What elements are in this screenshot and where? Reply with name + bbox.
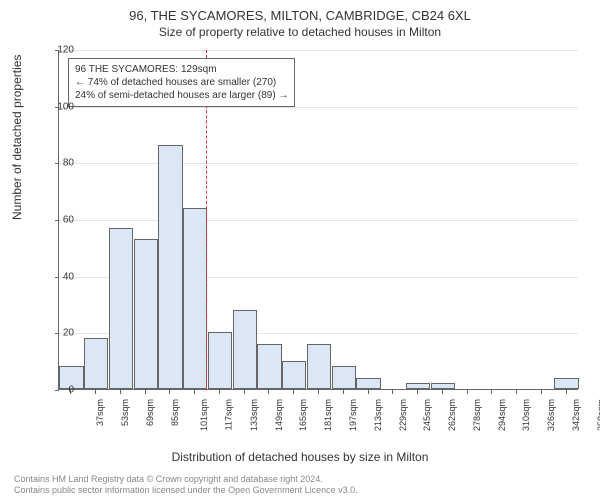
xtick-mark (194, 390, 195, 394)
xtick-mark (417, 390, 418, 394)
annotation-line1: 96 THE SYCAMORES: 129sqm (75, 63, 288, 76)
xtick-label: 294sqm (497, 399, 507, 431)
xtick-mark (491, 390, 492, 394)
xtick-label: 310sqm (521, 399, 531, 431)
xtick-label: 358sqm (596, 399, 600, 431)
annotation-line2: ← 74% of detached houses are smaller (27… (75, 76, 288, 89)
footer-line2: Contains public sector information licen… (14, 485, 358, 496)
histogram-bar (233, 310, 257, 389)
xtick-mark (169, 390, 170, 394)
gridline (59, 163, 578, 164)
histogram-bar (307, 344, 331, 389)
ytick-label: 20 (44, 328, 74, 339)
xtick-label: 133sqm (249, 399, 259, 431)
xtick-mark (392, 390, 393, 394)
xtick-label: 326sqm (546, 399, 556, 431)
xtick-label: 85sqm (170, 399, 180, 426)
ytick-label: 80 (44, 158, 74, 169)
histogram-bar (282, 361, 306, 389)
xtick-mark (268, 390, 269, 394)
histogram-bar (134, 239, 158, 389)
histogram-bar (208, 332, 232, 389)
x-axis-label: Distribution of detached houses by size … (0, 450, 600, 464)
xtick-label: 69sqm (145, 399, 155, 426)
histogram-bar (431, 383, 455, 389)
xtick-label: 181sqm (323, 399, 333, 431)
footer-line1: Contains HM Land Registry data © Crown c… (14, 474, 358, 485)
ytick-label: 120 (44, 45, 74, 56)
ytick-label: 100 (44, 101, 74, 112)
histogram-bar (332, 366, 356, 389)
xtick-label: 53sqm (120, 399, 130, 426)
histogram-bar (109, 228, 133, 390)
gridline (59, 220, 578, 221)
xtick-label: 342sqm (571, 399, 581, 431)
xtick-mark (368, 390, 369, 394)
annotation-line3: 24% of semi-detached houses are larger (… (75, 89, 288, 102)
ytick-label: 60 (44, 215, 74, 226)
xtick-label: 245sqm (422, 399, 432, 431)
histogram-bar (158, 145, 182, 389)
xtick-mark (442, 390, 443, 394)
xtick-label: 37sqm (95, 399, 105, 426)
histogram-bar (406, 383, 430, 389)
xtick-mark (541, 390, 542, 394)
histogram-bar (554, 378, 578, 389)
gridline (59, 50, 578, 51)
chart-title-main: 96, THE SYCAMORES, MILTON, CAMBRIDGE, CB… (0, 0, 600, 23)
xtick-label: 262sqm (447, 399, 457, 431)
ytick-label: 0 (44, 385, 74, 396)
histogram-bar (84, 338, 108, 389)
xtick-label: 197sqm (348, 399, 358, 431)
xtick-label: 229sqm (398, 399, 408, 431)
ytick-label: 40 (44, 271, 74, 282)
xtick-mark (219, 390, 220, 394)
xtick-mark (120, 390, 121, 394)
histogram-bar (356, 378, 380, 389)
xtick-mark (566, 390, 567, 394)
histogram-bar (257, 344, 281, 389)
xtick-label: 278sqm (472, 399, 482, 431)
annotation-box: 96 THE SYCAMORES: 129sqm ← 74% of detach… (68, 58, 295, 107)
histogram-bar (183, 208, 207, 389)
xtick-label: 149sqm (274, 399, 284, 431)
xtick-mark (516, 390, 517, 394)
xtick-mark (343, 390, 344, 394)
xtick-mark (293, 390, 294, 394)
xtick-mark (145, 390, 146, 394)
xtick-label: 101sqm (199, 399, 209, 431)
xtick-mark (95, 390, 96, 394)
xtick-label: 117sqm (224, 399, 234, 430)
xtick-label: 213sqm (373, 399, 383, 431)
y-axis-label: Number of detached properties (10, 55, 24, 220)
xtick-mark (244, 390, 245, 394)
footer-attribution: Contains HM Land Registry data © Crown c… (14, 474, 358, 496)
xtick-mark (318, 390, 319, 394)
chart-title-sub: Size of property relative to detached ho… (0, 23, 600, 39)
xtick-mark (467, 390, 468, 394)
chart-container: 96 THE SYCAMORES: 129sqm ← 74% of detach… (58, 50, 578, 410)
xtick-label: 165sqm (299, 399, 309, 431)
